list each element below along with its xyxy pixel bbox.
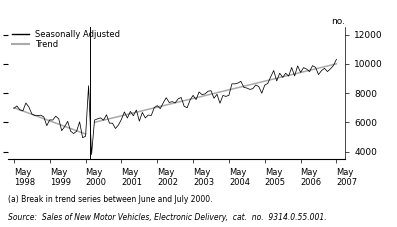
Text: no.: no. [331, 17, 345, 26]
Text: (a) Break in trend series between June and July 2000.: (a) Break in trend series between June a… [8, 195, 212, 204]
Legend: Seasonally Adjusted, Trend: Seasonally Adjusted, Trend [12, 30, 120, 49]
Text: Source:  Sales of New Motor Vehicles, Electronic Delivery,  cat.  no.  9314.0.55: Source: Sales of New Motor Vehicles, Ele… [8, 213, 327, 222]
